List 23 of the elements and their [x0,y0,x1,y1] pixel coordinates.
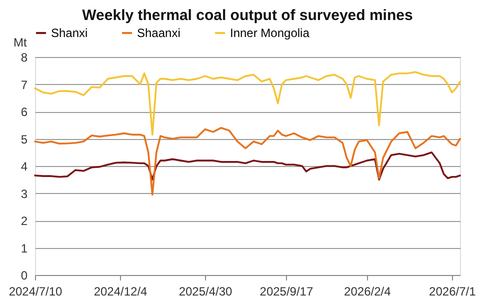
y-tick-label: 3 [20,186,28,201]
y-tick-label: 8 [20,50,28,64]
y-axis-title: Mt [14,36,28,50]
chart-title: Weekly thermal coal output of surveyed mines [82,7,413,24]
y-tick-label: 0 [20,268,28,282]
y-tick-label: 2 [20,214,28,228]
x-tick-label: 2026/7/1 [429,284,476,298]
line-series [34,71,461,136]
y-tick-label: 7 [20,78,28,92]
x-tick-label: 2024/7/10 [8,284,63,298]
x-tick-label: 2025/4/30 [178,284,233,298]
x-tick-label: 2026/2/4 [344,284,392,298]
x-tick-label: 2025/9/17 [260,284,314,298]
y-tick-label: 4 [20,160,28,174]
x-tick-label: 2024/12/4 [94,284,148,298]
y-tick-label: 1 [20,241,28,256]
y-tick-label: 5 [20,132,28,146]
line-series [34,151,461,181]
line-series [34,126,461,196]
legend-label: Inner Mongolia [230,26,310,40]
legend-label: Shanxi [51,26,88,40]
y-tick-label: 6 [20,105,28,119]
legend-label: Shaanxi [137,26,180,40]
